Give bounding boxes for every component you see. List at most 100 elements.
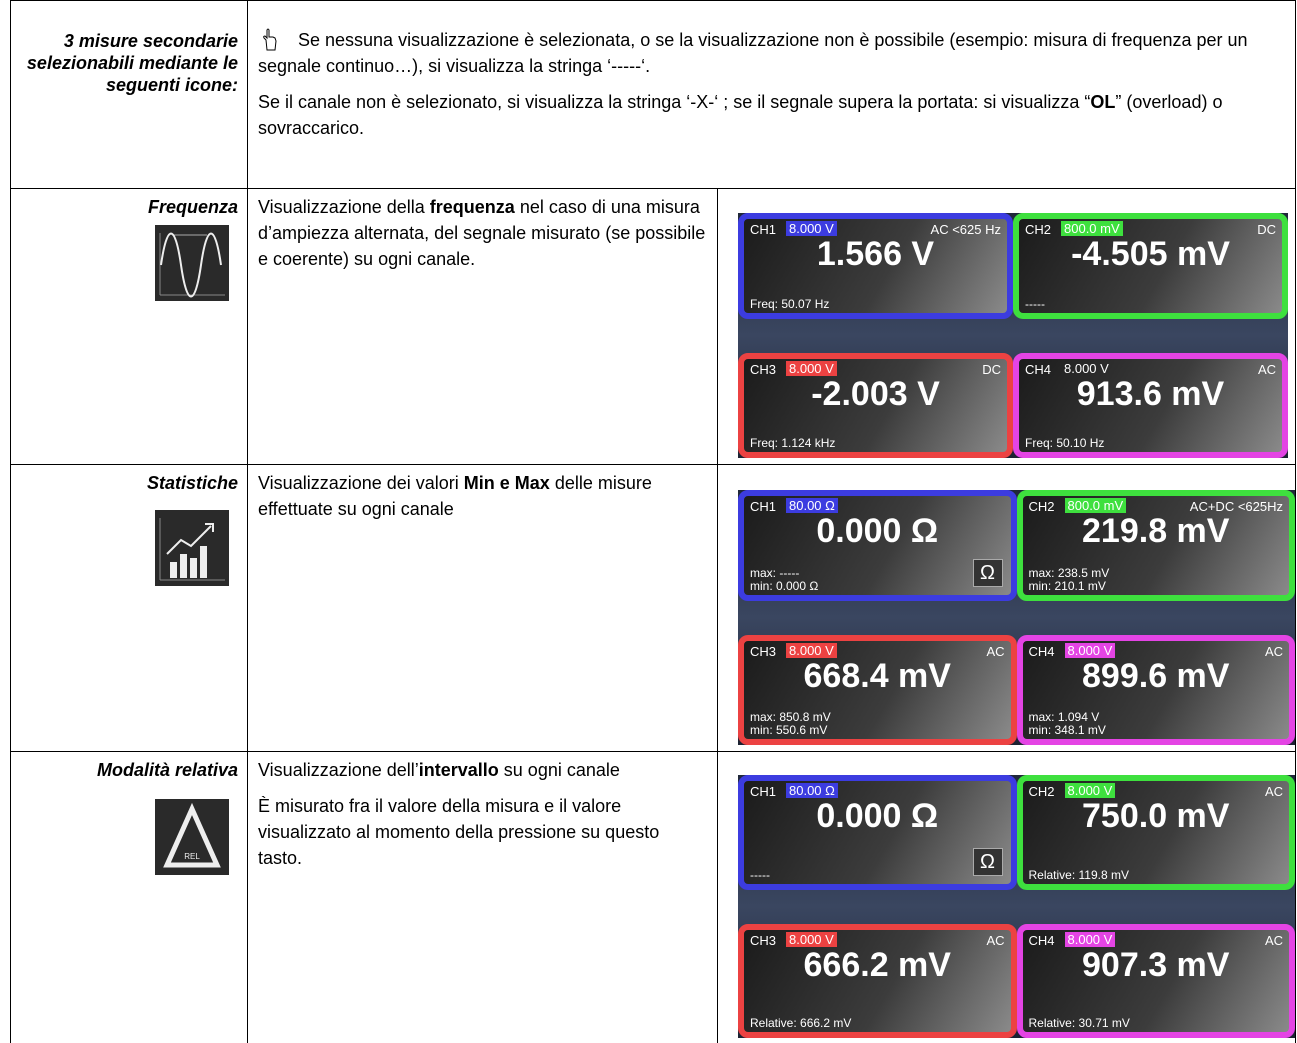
channel-range: 800.0 mV (1064, 498, 1127, 513)
channel-range: 8.000 V (786, 642, 837, 658)
channel-note: Relative: 30.71 mV (1028, 1016, 1130, 1030)
channel-range: 8.000 V (786, 221, 837, 236)
channel-notes: max: 238.5 mV min: 210.1 mV (1028, 565, 1110, 593)
channel-note: min: 348.1 mV (1028, 723, 1106, 737)
channel-note: max: 850.8 mV (750, 710, 831, 724)
table-border (10, 0, 11, 1043)
meter-screen: CH1 8.000 V AC <625 Hz 1.566 V Freq: 50.07 H… (738, 213, 1288, 458)
channel-name: CH2 (1028, 499, 1055, 514)
channel-name: CH1 (750, 222, 777, 237)
text-run: È misurato fra il valore della misura e … (258, 796, 660, 868)
channel-value: 913.6 mV (1076, 374, 1225, 413)
channel-note: Freq: 1.124 kHz (750, 436, 836, 450)
channel-name: CH4 (1025, 361, 1052, 377)
channel-range: 80.00 Ω (786, 783, 838, 798)
channel-value: 1.566 V (816, 235, 935, 273)
row-label: Modalità relativa (96, 760, 238, 780)
text-run: OL (1090, 92, 1116, 112)
channel-value: -4.505 mV (1071, 235, 1230, 273)
channel-value: -2.003 V (811, 374, 940, 413)
channel-value: 219.8 mV (1082, 512, 1230, 550)
channel-panel: CH1 80.00 Ω 0.000 Ω ----- Ω (738, 775, 1017, 890)
channel-name: CH4 (1028, 643, 1055, 659)
paragraph: È misurato fra il valore della misura e … (258, 793, 708, 871)
frequency-icon (155, 225, 229, 301)
channel-mode: AC (1264, 643, 1283, 659)
channel-notes: Freq: 1.124 kHz (750, 437, 835, 450)
channel-mode: AC (986, 932, 1005, 948)
table-border (247, 0, 248, 1043)
channel-notes: Freq: 50.10 Hz (1025, 437, 1104, 450)
table-border (717, 188, 718, 1043)
channel-note: max: ----- (750, 565, 800, 580)
text-run: Min e Max (463, 473, 550, 493)
channel-note: ----- (1025, 296, 1045, 311)
channel-mode: AC <625 Hz (930, 222, 1001, 237)
channel-range: 8.000 V (786, 360, 837, 376)
channel-range: 8.000 V (1064, 360, 1109, 376)
channel-notes: Freq: 50.07 Hz (750, 297, 829, 311)
channel-mode: AC (1257, 361, 1276, 377)
channel-panel: CH2 8.000 V AC 750.0 mV Relative: 119.8 mV (1016, 775, 1295, 890)
channel-note: max: 1.094 V (1028, 710, 1100, 724)
channel-panel: CH1 80.00 Ω 0.000 Ω max: ----- min: 0.000 Ω Ω (738, 490, 1017, 601)
channel-notes: ----- (750, 867, 770, 882)
channel-mode: AC+DC <625Hz (1189, 499, 1283, 514)
row-description: Visualizzazione dell’intervallo su ogni … (258, 757, 708, 881)
channel-name: CH2 (1025, 222, 1052, 237)
channel-name: CH3 (750, 361, 777, 377)
text-run: intervallo (418, 760, 499, 780)
row-description: Visualizzazione della frequenza nel caso… (258, 194, 708, 282)
channel-mode: DC (1257, 222, 1276, 237)
channel-notes: ----- (1025, 296, 1045, 311)
paragraph: Visualizzazione della frequenza nel caso… (258, 194, 708, 272)
unit-button: Ω (972, 847, 1003, 876)
channel-panel: CH2 800.0 mV DC -4.505 mV ----- (1013, 213, 1288, 319)
paragraph: Se il canale non è selezionato, si visua… (258, 89, 1288, 141)
channel-note: min: 210.1 mV (1028, 578, 1106, 593)
paragraph: Visualizzazione dell’intervallo su ogni … (258, 757, 708, 783)
channel-value: 899.6 mV (1082, 656, 1230, 695)
channel-note: min: 0.000 Ω (750, 578, 819, 593)
channel-mode: AC (1264, 932, 1283, 948)
channel-panel: CH2 800.0 mV AC+DC <625Hz 219.8 mV max: 238.… (1016, 490, 1295, 601)
channel-name: CH4 (1028, 932, 1055, 948)
text-run: nel caso di una misura d’ampiezza altern… (258, 197, 706, 269)
channel-value: 750.0 mV (1082, 797, 1230, 835)
channel-name: CH1 (750, 784, 777, 799)
channel-note: ----- (750, 867, 770, 882)
text-run: delle misure effettuate su ogni canale (258, 473, 652, 519)
channel-name: CH3 (750, 932, 777, 948)
channel-range: 8.000 V (1064, 931, 1116, 947)
channel-name: CH3 (750, 643, 777, 659)
channel-range: 80.00 Ω (786, 498, 838, 513)
channel-panel: CH4 8.000 V AC 913.6 mV Freq: 50.10 Hz (1013, 352, 1288, 458)
text-run: Se il canale non è selezionato, si visua… (258, 92, 1091, 112)
text-run: frequenza (429, 197, 515, 217)
channel-panel: CH3 8.000 V AC 666.2 mV Relative: 666.2 mV (738, 923, 1017, 1038)
channel-notes: Relative: 30.71 mV (1029, 1017, 1130, 1030)
channel-mode: AC (1264, 784, 1283, 799)
channel-range: 8.000 V (1064, 642, 1116, 658)
paragraph: Visualizzazione dei valori Min e Max del… (258, 470, 708, 522)
channel-note: Relative: 666.2 mV (750, 1016, 852, 1030)
text-run: ” (overload) o sovraccarico. (258, 92, 1223, 138)
channel-range: 8.000 V (1064, 783, 1116, 798)
unit-button: Ω (972, 558, 1003, 587)
header-label: 3 misure secondarie selezionabili median… (26, 31, 238, 95)
text-run: Visualizzazione dei valori (258, 473, 464, 493)
table-border (10, 188, 1296, 189)
channel-value: 0.000 Ω (816, 512, 939, 550)
table-border (1295, 0, 1296, 1043)
channel-note: max: 238.5 mV (1028, 565, 1110, 580)
meter-screen: CH1 80.00 Ω 0.000 Ω max: ----- min: 0.000 Ω Ω… (738, 490, 1295, 745)
channel-name: CH2 (1028, 784, 1055, 799)
channel-value: 0.000 Ω (816, 797, 939, 835)
channel-mode: DC (982, 361, 1001, 377)
channel-panel: CH3 8.000 V DC -2.003 V Freq: 1.124 kHz (738, 352, 1013, 458)
channel-name: CH1 (750, 499, 777, 514)
channel-panel: CH4 8.000 V AC 907.3 mV Relative: 30.71 mV (1016, 923, 1295, 1038)
